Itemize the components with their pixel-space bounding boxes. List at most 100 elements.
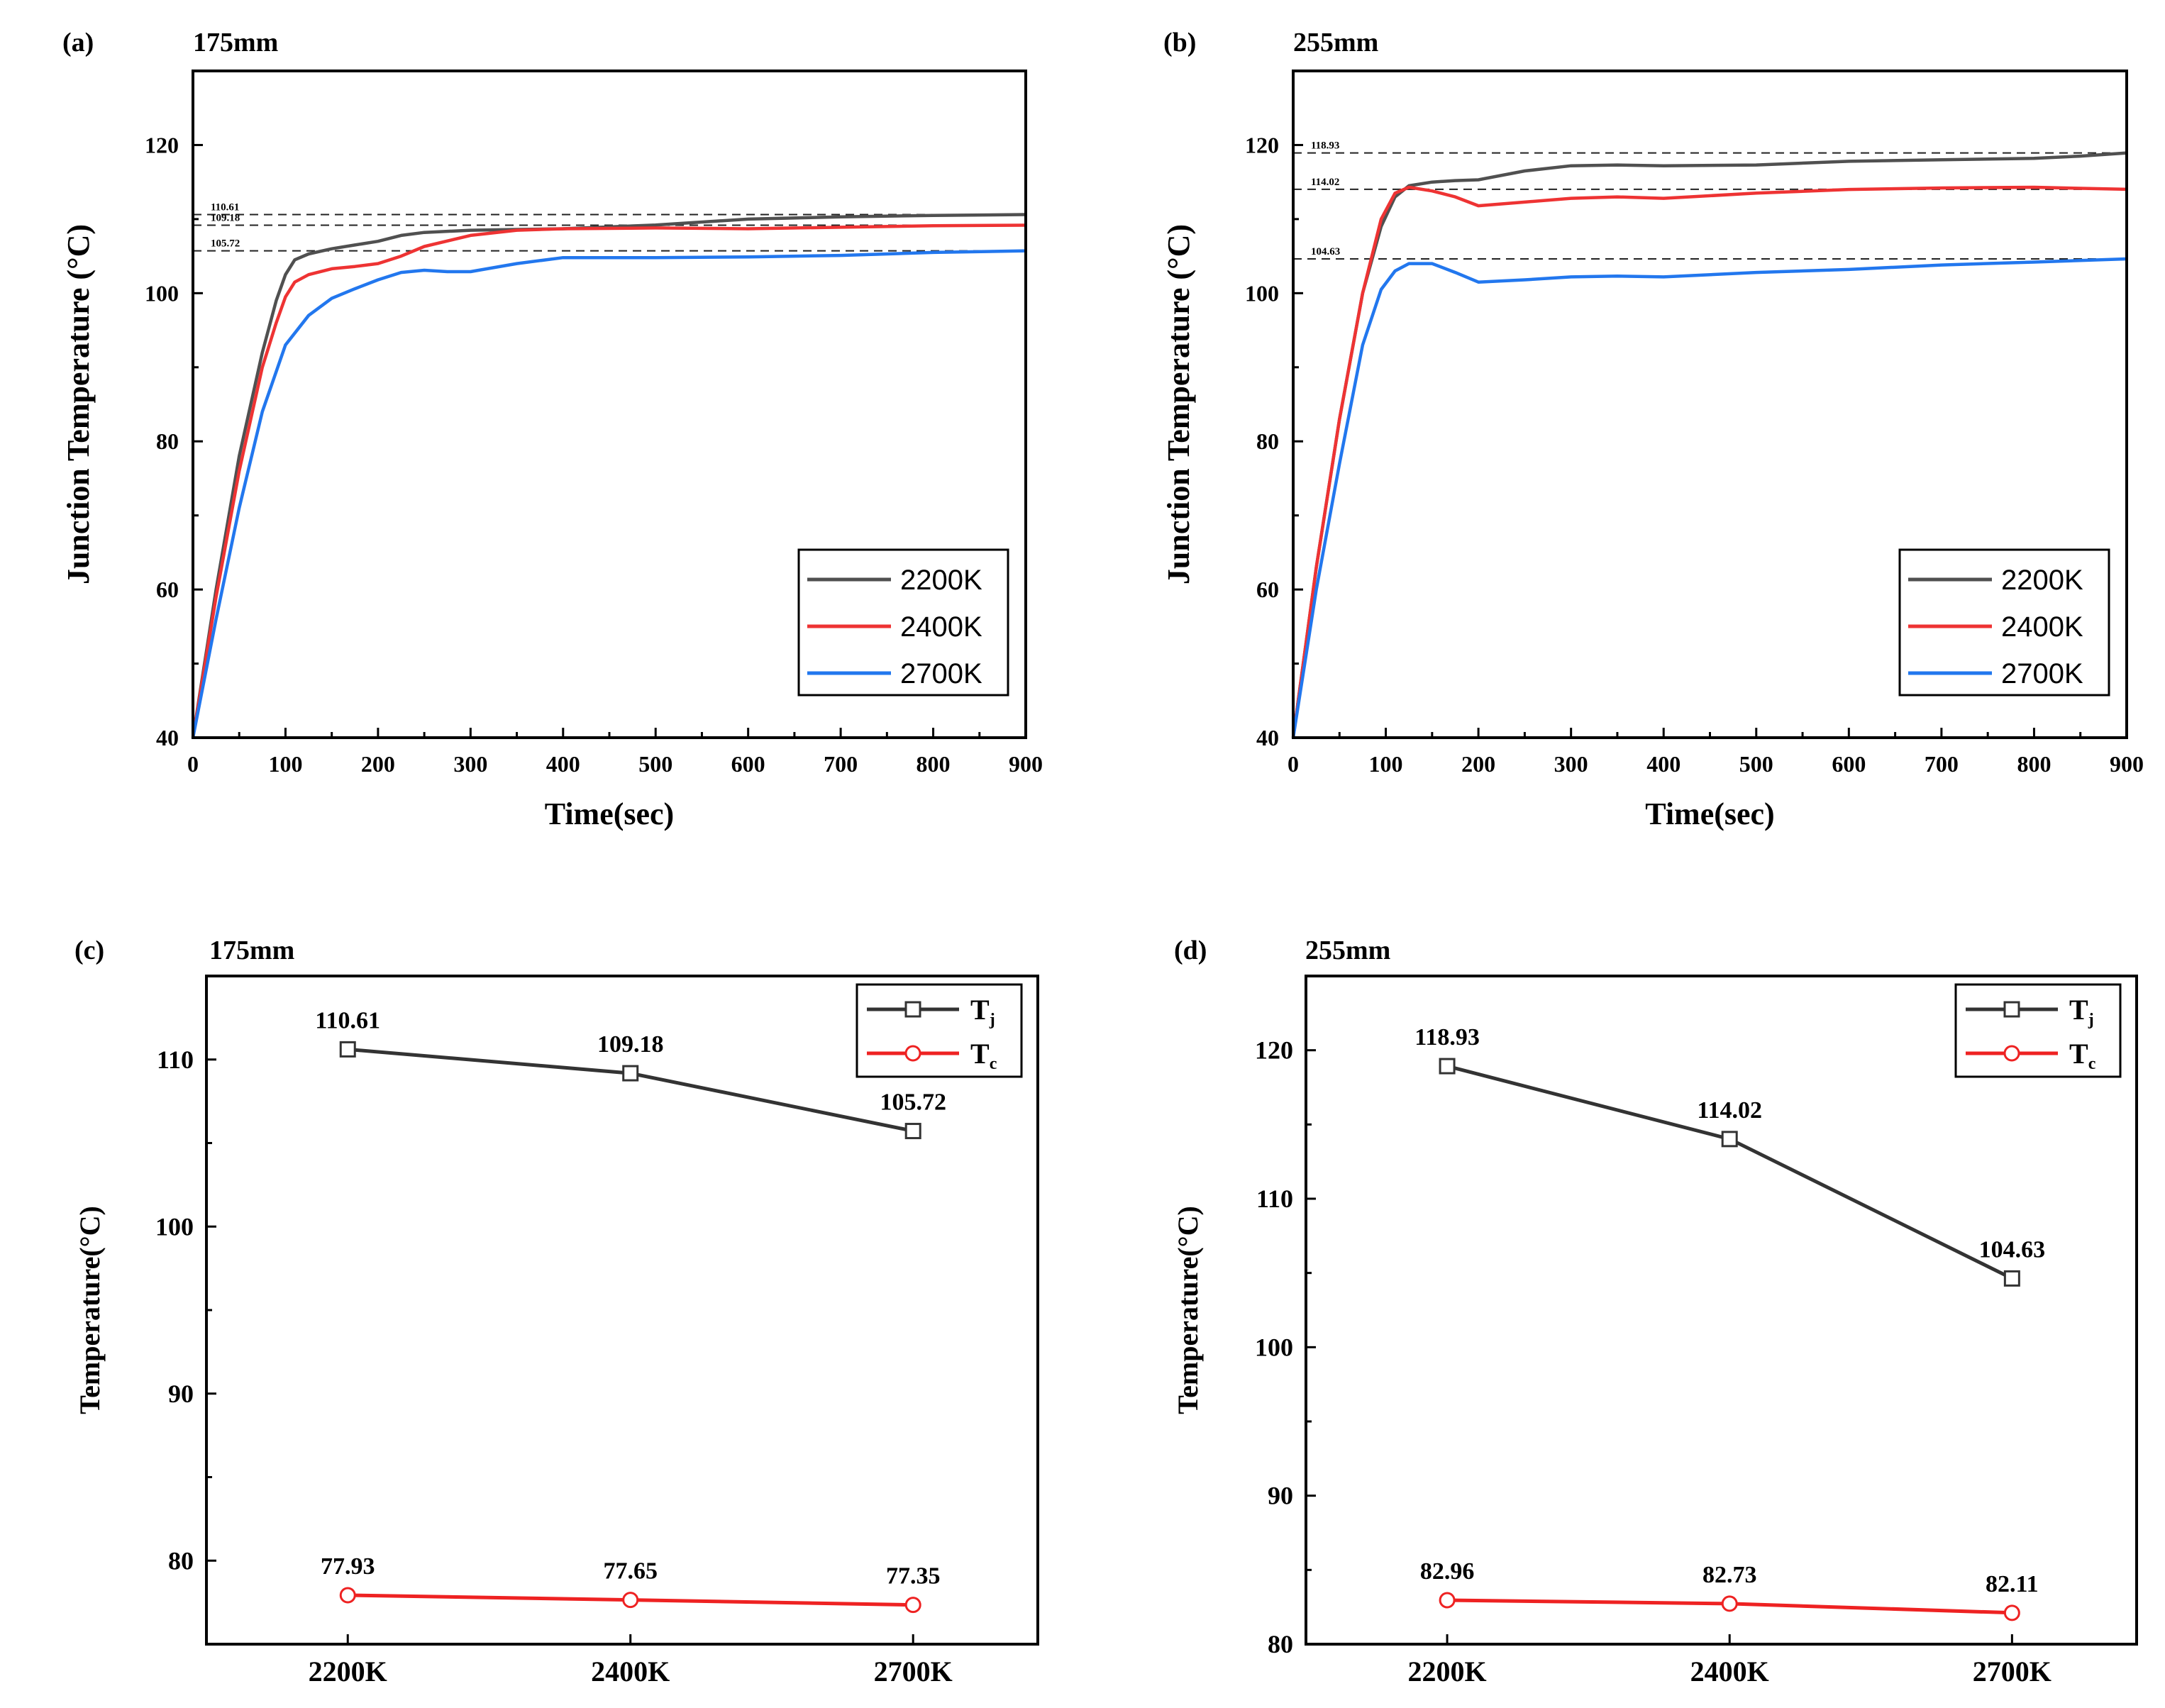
panel-a-x-axis-title: Time(sec)	[545, 797, 674, 831]
panel-b-title: 255mm	[1293, 28, 1378, 57]
panel-a-reference-label: 109.18	[211, 212, 240, 223]
panel-a-legend-label-2200K: 2200K	[900, 565, 982, 596]
panel-d-y-tick-label: 110	[1256, 1185, 1293, 1213]
panel-b-reference-label: 114.02	[1311, 177, 1339, 188]
panel-d-data-label: 114.02	[1697, 1097, 1762, 1124]
panel-c-x-tick-label: 2700K	[874, 1656, 953, 1687]
panel-d-legend-subscript: j	[2088, 1011, 2094, 1029]
panel-c-series-line-Tj	[347, 1047, 914, 1133]
panel-c-point-Tc	[904, 1597, 921, 1614]
panel-c-x-tick-label: 2200K	[309, 1656, 387, 1687]
panel-a-x-tick-label: 200	[361, 751, 395, 777]
panel-c-point-Tc	[339, 1587, 356, 1604]
panel-a-legend-label-2400K: 2400K	[900, 611, 982, 643]
panel-b-x-tick-label: 400	[1646, 751, 1680, 777]
panel-a-y-tick-label: 80	[156, 428, 179, 454]
panel-a-x-tick-label: 100	[268, 751, 302, 777]
panel-c: (c) 175mm 110.61 109.18 105.72 77.93 77.65 77.3…	[74, 936, 1039, 1687]
panel-d-legend-marker	[2003, 1001, 2020, 1018]
panel-c-legend	[856, 983, 1023, 1078]
panel-b-x-tick-label: 300	[1554, 751, 1588, 777]
panel-c-y-tick-label: 80	[168, 1546, 194, 1575]
panel-d-label: (d)	[1174, 936, 1207, 965]
panel-d: (d) 255mm 118.93 114.02 104.63 82.96 82.73 82.1…	[1172, 936, 2138, 1687]
panel-c-point-Tj	[622, 1065, 639, 1082]
panel-b-x-tick-label: 800	[2017, 751, 2051, 777]
panel-d-plot-frame	[1305, 975, 2138, 1646]
panel-d-y-tick-label: 80	[1268, 1630, 1293, 1658]
panel-a-y-axis-title: Junction Temperature (°C)	[61, 224, 96, 584]
panel-a-label: (a)	[62, 28, 94, 57]
panel-b-y-tick-label: 40	[1256, 725, 1279, 750]
panel-a-x-tick-label: 600	[731, 751, 765, 777]
panel-c-data-label: 77.93	[321, 1553, 375, 1580]
panel-b-legend	[1898, 548, 2110, 697]
panel-b-x-tick-label: 0	[1288, 751, 1299, 777]
panel-d-y-tick-label: 90	[1268, 1482, 1293, 1510]
panel-a-series-line-2400K	[191, 223, 1026, 738]
panel-d-point-Tc	[1721, 1595, 1738, 1612]
panel-c-x-tick-label: 2400K	[591, 1656, 670, 1687]
panel-d-data-label: 118.93	[1414, 1024, 1480, 1050]
panel-a-title: 175mm	[193, 28, 278, 57]
panel-d-x-tick-label: 2200K	[1408, 1656, 1487, 1687]
panel-c-label: (c)	[74, 936, 104, 965]
panel-a-x-tick-label: 700	[824, 751, 858, 777]
panel-d-data-label: 104.63	[1979, 1236, 2046, 1263]
panel-a-y-tick-label: 120	[145, 132, 179, 157]
panel-b-y-tick-label: 60	[1256, 577, 1279, 602]
panel-c-data-label: 77.65	[603, 1558, 658, 1585]
panel-c-legend-label-Tc: Tc	[970, 1038, 997, 1073]
panel-b: (b) 255mm 118.93 114.02 104.63 0 100 200 300 400 5…	[1161, 28, 2144, 831]
panel-b-x-tick-label: 100	[1369, 751, 1403, 777]
panel-d-data-label: 82.96	[1420, 1558, 1475, 1585]
panel-d-data-label: 82.73	[1702, 1562, 1757, 1588]
panel-b-legend-label-2400K: 2400K	[2001, 611, 2083, 643]
panel-d-legend	[1954, 983, 2122, 1078]
panel-d-y-tick-label: 120	[1255, 1036, 1293, 1065]
panel-b-series-line-2700K	[1291, 257, 2127, 738]
panel-b-y-axis-title: Junction Temperature (°C)	[1161, 224, 1196, 584]
panel-c-legend-subscript: c	[990, 1055, 997, 1073]
panel-d-y-tick-label: 100	[1255, 1333, 1293, 1361]
panel-c-point-Tj	[339, 1041, 356, 1058]
panel-d-point-Tj	[1721, 1131, 1738, 1148]
panel-a-x-tick-label: 0	[187, 751, 199, 777]
panel-b-reference-label: 118.93	[1311, 140, 1339, 152]
panel-d-x-tick-label: 2400K	[1690, 1656, 1769, 1687]
panel-a-x-tick-label: 900	[1009, 751, 1043, 777]
panel-b-reference-label: 104.63	[1311, 246, 1340, 257]
panel-c-title: 175mm	[209, 936, 294, 965]
panel-b-y-tick-label: 100	[1245, 280, 1279, 306]
panel-a-y-tick-label: 100	[145, 280, 179, 306]
panel-b-x-tick-label: 500	[1739, 751, 1773, 777]
panel-c-data-label: 77.35	[886, 1563, 941, 1590]
panel-b-x-axis-title: Time(sec)	[1645, 797, 1774, 831]
panel-b-y-tick-label: 80	[1256, 428, 1279, 454]
panel-d-y-axis-title: Temperature(°C)	[1172, 1206, 1204, 1414]
panel-d-x-tick-label: 2700K	[1973, 1656, 2052, 1687]
panel-a-series-line-2700K	[191, 249, 1026, 738]
panel-b-y-tick-label: 120	[1245, 132, 1279, 157]
panel-b-label: (b)	[1163, 28, 1196, 57]
panel-c-y-axis-title: Temperature(°C)	[74, 1206, 106, 1414]
panel-a-reference-label: 110.61	[211, 202, 239, 214]
panel-c-data-label: 109.18	[597, 1031, 664, 1058]
panel-a-series-line-2200K	[191, 213, 1026, 738]
panel-c-point-Tc	[622, 1592, 639, 1609]
panel-c-data-label: 110.61	[315, 1007, 380, 1033]
panel-d-point-Tj	[2003, 1270, 2020, 1287]
panel-b-x-tick-label: 600	[1832, 751, 1866, 777]
panel-b-legend-label-2200K: 2200K	[2001, 565, 2083, 596]
panel-d-legend-subscript: c	[2088, 1055, 2096, 1073]
panel-b-legend-label-2700K: 2700K	[2001, 658, 2083, 689]
panel-b-x-tick-label: 200	[1461, 751, 1495, 777]
panel-d-title: 255mm	[1305, 936, 1390, 965]
panel-b-x-tick-label: 700	[1925, 751, 1959, 777]
panel-c-y-tick-label: 110	[157, 1046, 194, 1074]
panel-c-y-tick-label: 100	[155, 1212, 194, 1241]
panel-a-x-tick-label: 800	[917, 751, 951, 777]
panel-d-legend-marker	[2003, 1045, 2020, 1062]
panel-b-x-tick-label: 900	[2110, 751, 2144, 777]
